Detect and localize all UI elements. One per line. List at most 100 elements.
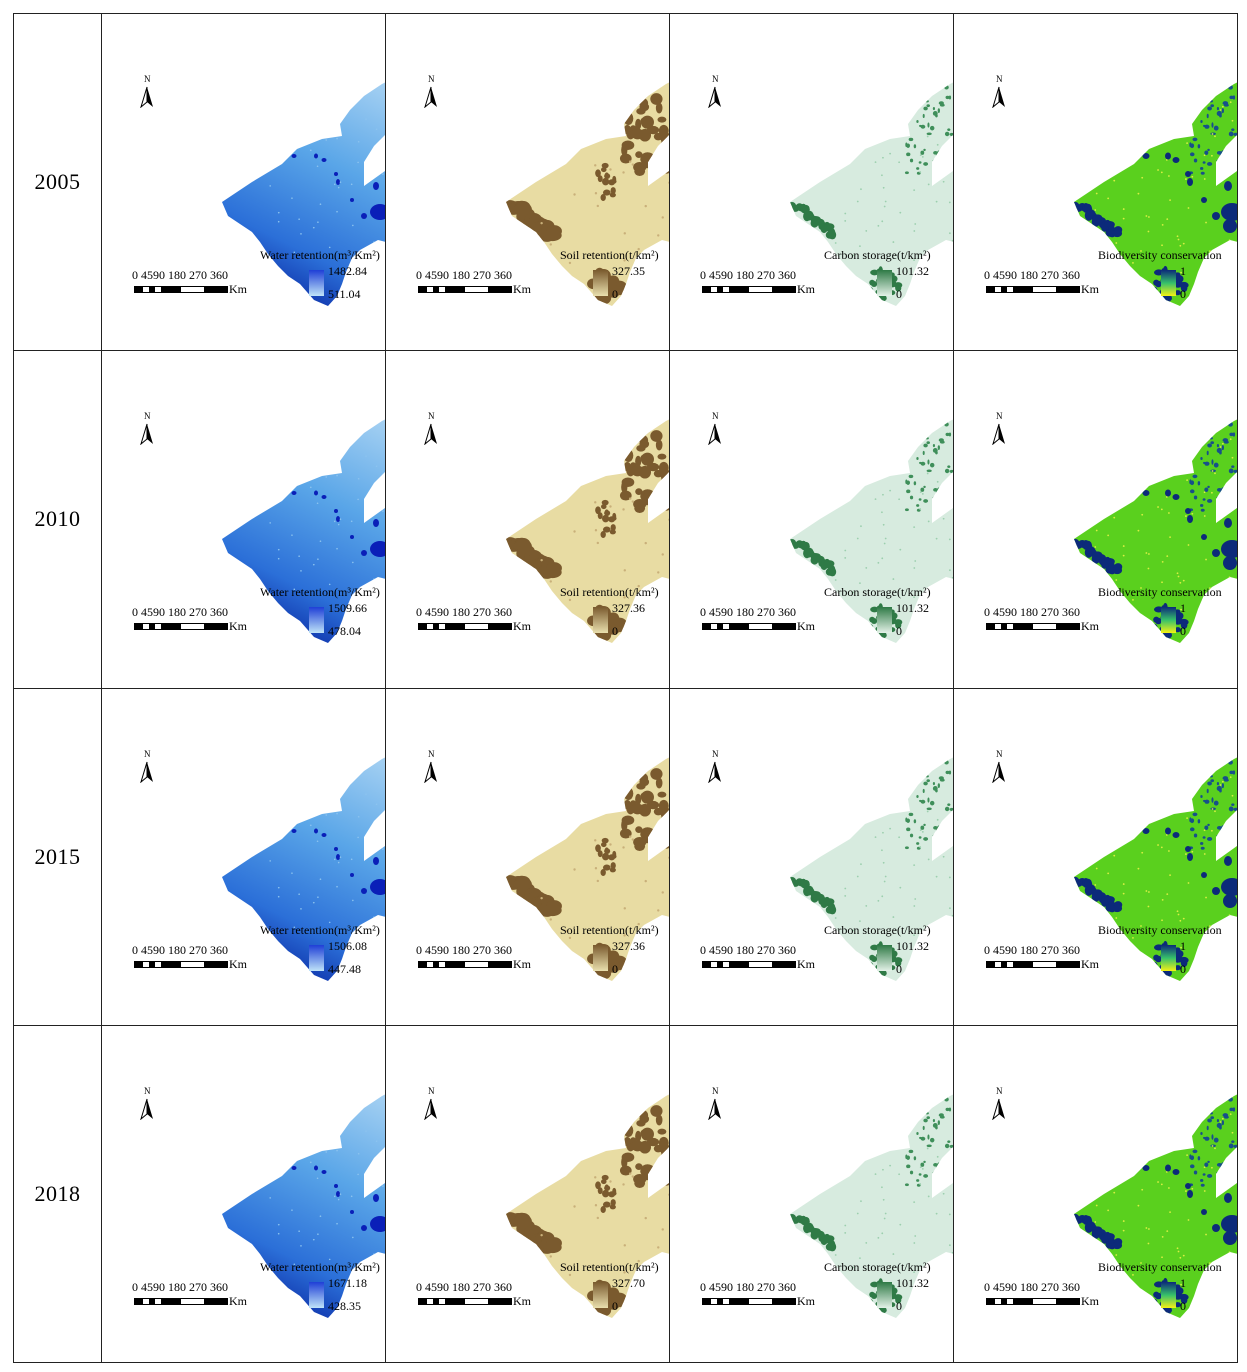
- raster-patch: [1205, 221, 1207, 224]
- raster-patch: [623, 232, 626, 235]
- raster-patch: [373, 578, 375, 581]
- raster-patch: [826, 506, 828, 508]
- raster-patch: [927, 1134, 930, 1140]
- raster-patch: [920, 433, 925, 436]
- raster-patch: [277, 895, 280, 898]
- raster-patch: [909, 444, 914, 450]
- raster-patch: [927, 1195, 930, 1198]
- raster-patch: [937, 1120, 940, 1125]
- raster-patch: [365, 455, 367, 458]
- raster-patch: [1101, 826, 1104, 829]
- raster-patch: [1221, 105, 1224, 108]
- raster-patch: [881, 220, 884, 223]
- raster-patch: [865, 466, 868, 468]
- raster-patch: [1214, 472, 1216, 475]
- legend-color-ramp: [593, 1281, 608, 1308]
- raster-patch: [1147, 1112, 1150, 1115]
- raster-patch: [637, 247, 640, 251]
- scale-bar-graphic: [418, 286, 512, 293]
- raster-patch: [1101, 151, 1104, 154]
- water-body: [1172, 157, 1180, 163]
- raster-patch: [947, 128, 951, 131]
- raster-patch: [1135, 481, 1138, 484]
- raster-patch: [906, 143, 910, 148]
- raster-patch: [860, 525, 862, 528]
- raster-patch: [865, 481, 868, 483]
- raster-patch: [859, 1256, 861, 1259]
- raster-patch: [643, 827, 656, 841]
- raster-patch: [925, 1111, 929, 1115]
- raster-patch: [1193, 495, 1198, 500]
- raster-patch: [913, 904, 916, 907]
- raster-patch: [1225, 831, 1229, 835]
- raster-patch: [895, 1296, 902, 1304]
- legend-color-ramp: [877, 944, 892, 971]
- raster-patch: [914, 897, 917, 900]
- legend-color-ramp: [877, 1281, 892, 1308]
- raster-patch: [582, 1156, 585, 1159]
- raster-patch: [922, 451, 925, 456]
- raster-patch: [865, 143, 868, 146]
- raster-patch: [603, 1201, 611, 1208]
- raster-patch: [1213, 427, 1217, 432]
- raster-patch: [1150, 961, 1158, 969]
- raster-patch: [940, 511, 943, 514]
- raster-patch: [1234, 814, 1237, 818]
- region-shape: [506, 1094, 669, 1318]
- north-arrow-icon: N: [706, 74, 726, 110]
- raster-patch: [949, 132, 953, 137]
- raster-patch: [650, 767, 663, 780]
- scale-bar-graphic: [134, 1297, 228, 1305]
- raster-patch: [573, 193, 576, 196]
- raster-patch: [1216, 785, 1222, 791]
- raster-patch: [635, 430, 647, 437]
- raster-patch: [1121, 814, 1124, 817]
- legend-min-value: 0: [896, 624, 902, 639]
- region-map: [222, 757, 385, 981]
- raster-patch: [596, 879, 600, 882]
- raster-patch: [921, 765, 927, 769]
- raster-patch: [926, 441, 930, 445]
- raster-patch: [1189, 826, 1195, 831]
- raster-patch: [877, 224, 880, 227]
- raster-patch: [379, 502, 382, 504]
- scale-unit: Km: [797, 619, 815, 634]
- scale-bar: 0 4590 180 270 360 Km: [132, 268, 262, 298]
- raster-patch: [267, 794, 269, 797]
- raster-patch: [949, 807, 953, 811]
- raster-patch: [1170, 108, 1173, 111]
- raster-patch: [1094, 209, 1097, 211]
- raster-patch: [913, 144, 917, 149]
- raster-patch: [909, 1170, 914, 1175]
- raster-patch: [1180, 608, 1182, 611]
- raster-patch: [549, 917, 552, 921]
- raster-patch: [267, 457, 269, 460]
- raster-patch: [919, 491, 922, 494]
- scale-ticks: 0 4590 180 270 360: [700, 942, 796, 957]
- raster-patch: [1175, 274, 1184, 283]
- raster-patch: [376, 842, 378, 844]
- raster-patch: [1207, 486, 1210, 489]
- raster-patch: [844, 887, 847, 889]
- raster-patch: [951, 1251, 953, 1254]
- raster-patch: [640, 452, 654, 467]
- raster-patch: [913, 818, 917, 823]
- raster-patch: [648, 494, 659, 505]
- raster-patch: [293, 925, 296, 928]
- raster-patch: [1137, 192, 1140, 195]
- raster-patch: [300, 110, 302, 112]
- raster-patch: [919, 799, 922, 802]
- raster-patch: [906, 827, 911, 831]
- raster-patch: [1204, 1162, 1209, 1167]
- raster-patch: [655, 439, 663, 451]
- scale-ticks: 0 4590 180 270 360: [416, 942, 512, 957]
- raster-patch: [600, 531, 606, 539]
- raster-patch: [595, 1181, 601, 1189]
- raster-patch: [916, 504, 920, 508]
- raster-patch: [382, 847, 384, 850]
- raster-patch: [949, 152, 953, 156]
- raster-patch: [1140, 924, 1142, 927]
- scale-bar: 0 4590 180 270 360 Km: [700, 268, 830, 298]
- raster-patch: [927, 422, 932, 427]
- raster-patch: [907, 785, 910, 791]
